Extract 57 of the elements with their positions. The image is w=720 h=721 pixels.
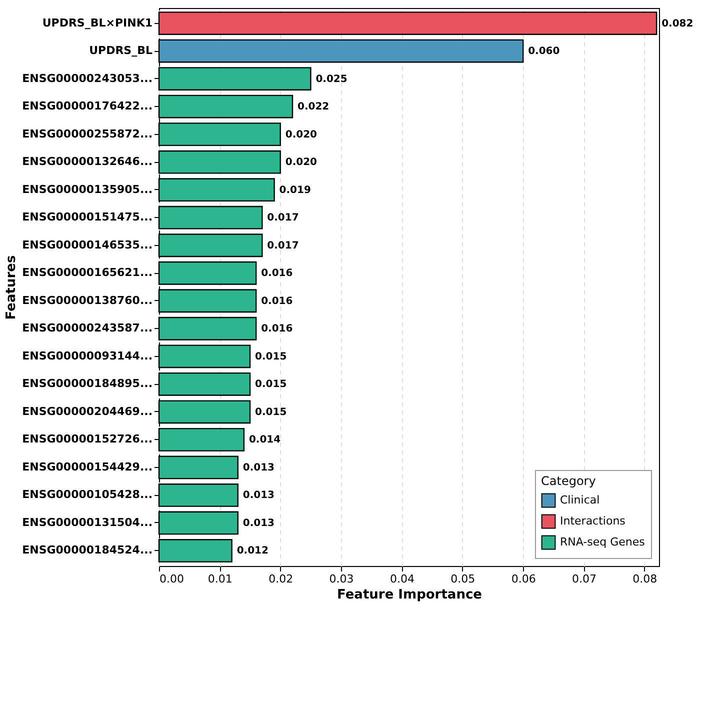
data-label: 0.013 (242, 490, 275, 502)
x-tick-label: 0.05 (450, 572, 476, 586)
legend-label: Interactions (560, 514, 626, 528)
data-label: 0.025 (316, 74, 348, 85)
data-label: 0.020 (285, 157, 318, 168)
y-tick-label: UPDRS_BL×PINK1 (42, 16, 152, 30)
y-tick-label: ENSG00000135905... (22, 182, 152, 196)
data-label: 0.013 (242, 462, 275, 474)
x-tick-label: 0.08 (632, 572, 658, 586)
x-tick-label: 0.06 (511, 572, 536, 586)
y-tick-label: ENSG00000184895... (22, 377, 152, 390)
data-label: 0.017 (267, 212, 299, 224)
data-label: 0.014 (248, 434, 281, 446)
y-tick-label: ENSG00000132646... (22, 155, 152, 168)
x-tick-label: 0.01 (208, 572, 232, 586)
data-label: 0.060 (528, 46, 560, 58)
data-label: 0.020 (285, 129, 318, 140)
data-label: 0.015 (255, 406, 287, 418)
y-tick-label: UPDRS_BL (89, 44, 152, 58)
y-tick-label: ENSG00000138760... (22, 294, 152, 307)
data-label: 0.022 (297, 102, 330, 113)
legend-label: RNA-seq Genes (560, 536, 646, 548)
data-label: 0.015 (255, 351, 287, 362)
x-tick-label: 0.07 (572, 572, 597, 586)
bar (158, 372, 251, 396)
legend-label: Clinical (560, 494, 600, 506)
y-tick-label: ENSG00000243053... (22, 72, 152, 85)
data-label: 0.016 (261, 268, 293, 280)
y-tick-label: ENSG00000131504... (22, 516, 152, 529)
legend-title: Category (541, 474, 596, 488)
y-tick-label: ENSG00000165621... (22, 266, 152, 280)
x-tick-label: 0.02 (268, 572, 294, 586)
y-tick-label: ENSG00000243587... (22, 322, 152, 335)
y-tick-label: ENSG00000152726... (22, 432, 152, 446)
y-tick-label: ENSG00000146535... (22, 238, 152, 252)
y-tick-label: ENSG00000105428... (22, 488, 152, 502)
data-label: 0.013 (242, 518, 275, 529)
y-tick-label: ENSG00000093144... (22, 349, 152, 362)
data-label: 0.012 (236, 546, 268, 557)
x-tick-label: 0.04 (390, 572, 414, 586)
data-label: 0.082 (662, 18, 694, 30)
x-tick-label: 0.00 (160, 572, 184, 586)
y-axis-title: Features (4, 255, 20, 320)
y-tick-label: ENSG00000204469... (22, 404, 152, 418)
y-tick-label: ENSG00000151475... (22, 210, 152, 224)
data-label: 0.016 (261, 324, 293, 335)
y-tick-label: ENSG00000154429... (22, 460, 152, 474)
bar (158, 316, 257, 340)
y-tick-label: ENSG00000176422... (22, 100, 152, 113)
x-tick-label: 0.03 (329, 572, 354, 586)
data-label: 0.016 (261, 296, 293, 307)
y-tick-label: ENSG00000255872... (22, 127, 152, 140)
data-label: 0.019 (279, 184, 311, 196)
x-axis-title: Feature Importance (337, 588, 482, 602)
y-tick-label: ENSG00000184524... (22, 544, 152, 557)
data-label: 0.017 (267, 240, 299, 252)
data-label: 0.015 (255, 379, 287, 390)
